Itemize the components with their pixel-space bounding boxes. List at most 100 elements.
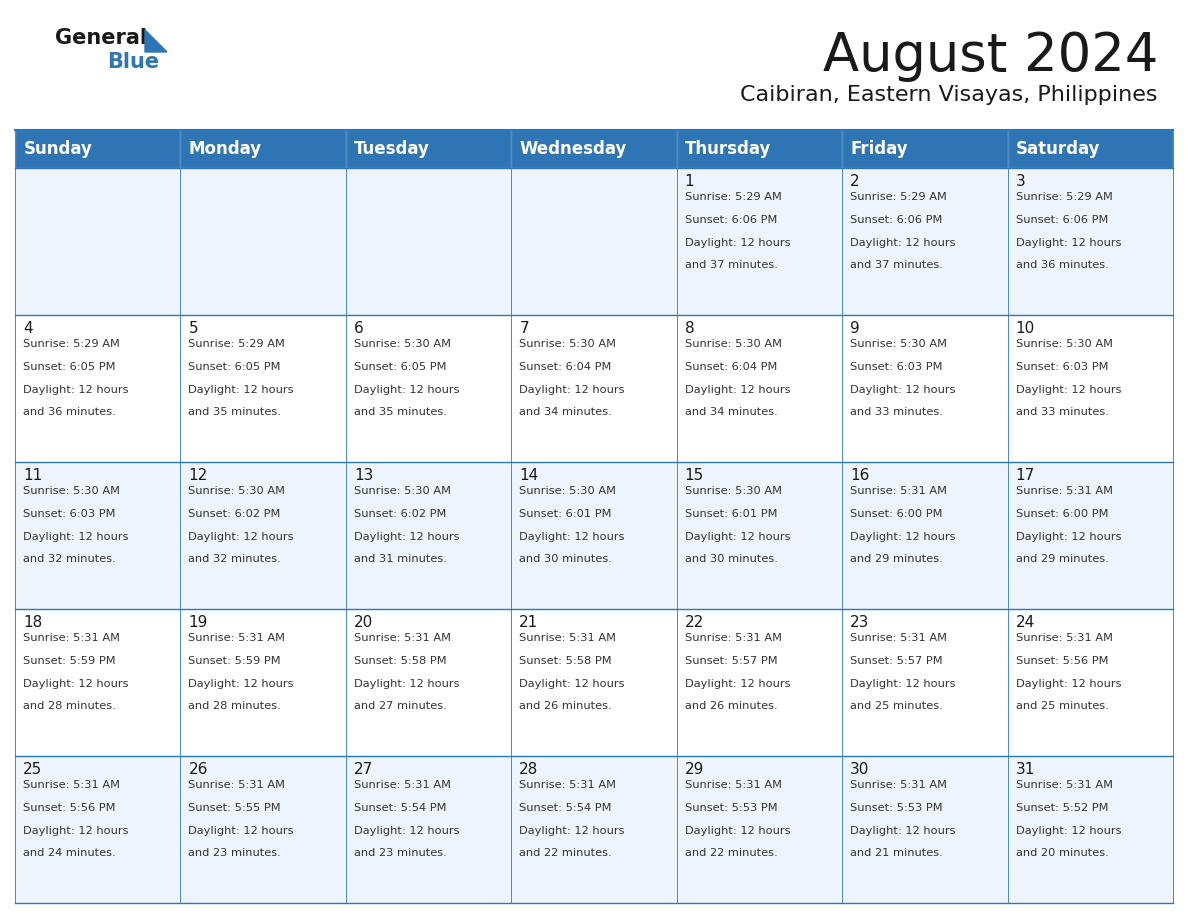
- Text: Thursday: Thursday: [685, 140, 771, 158]
- Text: Sunrise: 5:30 AM: Sunrise: 5:30 AM: [684, 339, 782, 349]
- Text: and 23 minutes.: and 23 minutes.: [189, 848, 282, 858]
- Text: Friday: Friday: [851, 140, 908, 158]
- Text: and 23 minutes.: and 23 minutes.: [354, 848, 447, 858]
- Bar: [1007, 462, 1173, 609]
- Text: and 26 minutes.: and 26 minutes.: [684, 701, 777, 711]
- Bar: [15, 756, 181, 903]
- Text: Daylight: 12 hours: Daylight: 12 hours: [684, 385, 790, 395]
- Text: 6: 6: [354, 321, 364, 336]
- Bar: [15, 609, 181, 756]
- Text: Sunrise: 5:31 AM: Sunrise: 5:31 AM: [684, 780, 782, 790]
- Text: 14: 14: [519, 468, 538, 483]
- Bar: [15, 168, 181, 315]
- Bar: [511, 462, 677, 609]
- Text: Daylight: 12 hours: Daylight: 12 hours: [684, 825, 790, 835]
- Text: and 22 minutes.: and 22 minutes.: [519, 848, 612, 858]
- Text: Daylight: 12 hours: Daylight: 12 hours: [519, 678, 625, 688]
- Text: Sunset: 5:59 PM: Sunset: 5:59 PM: [23, 655, 115, 666]
- Text: Daylight: 12 hours: Daylight: 12 hours: [1016, 238, 1121, 248]
- Text: 11: 11: [23, 468, 43, 483]
- Text: Sunrise: 5:30 AM: Sunrise: 5:30 AM: [354, 486, 451, 496]
- Text: 20: 20: [354, 615, 373, 630]
- Bar: [346, 315, 511, 462]
- Text: Wednesday: Wednesday: [519, 140, 627, 158]
- Text: Daylight: 12 hours: Daylight: 12 hours: [23, 825, 128, 835]
- Text: Sunrise: 5:31 AM: Sunrise: 5:31 AM: [23, 780, 120, 790]
- Bar: [15, 462, 181, 609]
- Bar: [842, 609, 1007, 756]
- Text: 16: 16: [851, 468, 870, 483]
- Text: and 37 minutes.: and 37 minutes.: [851, 261, 943, 271]
- Bar: [15, 315, 181, 462]
- Bar: [842, 130, 1007, 168]
- Text: and 25 minutes.: and 25 minutes.: [1016, 701, 1108, 711]
- Bar: [15, 130, 181, 168]
- Text: Daylight: 12 hours: Daylight: 12 hours: [23, 678, 128, 688]
- Text: 22: 22: [684, 615, 704, 630]
- Text: Daylight: 12 hours: Daylight: 12 hours: [851, 532, 955, 542]
- Bar: [346, 756, 511, 903]
- Text: and 31 minutes.: and 31 minutes.: [354, 554, 447, 565]
- Text: and 28 minutes.: and 28 minutes.: [189, 701, 282, 711]
- Polygon shape: [145, 30, 168, 52]
- Text: August 2024: August 2024: [822, 30, 1158, 82]
- Text: Sunrise: 5:29 AM: Sunrise: 5:29 AM: [851, 192, 947, 202]
- Text: Sunset: 5:54 PM: Sunset: 5:54 PM: [354, 802, 447, 812]
- Bar: [181, 609, 346, 756]
- Text: Daylight: 12 hours: Daylight: 12 hours: [1016, 825, 1121, 835]
- Text: Sunset: 5:59 PM: Sunset: 5:59 PM: [189, 655, 282, 666]
- Text: Sunset: 6:05 PM: Sunset: 6:05 PM: [23, 362, 115, 372]
- Text: Daylight: 12 hours: Daylight: 12 hours: [1016, 678, 1121, 688]
- Bar: [181, 315, 346, 462]
- Text: Sunrise: 5:30 AM: Sunrise: 5:30 AM: [519, 486, 617, 496]
- Text: 31: 31: [1016, 762, 1035, 777]
- Bar: [511, 130, 677, 168]
- Text: Daylight: 12 hours: Daylight: 12 hours: [519, 385, 625, 395]
- Bar: [1007, 130, 1173, 168]
- Text: Daylight: 12 hours: Daylight: 12 hours: [851, 678, 955, 688]
- Text: Sunrise: 5:30 AM: Sunrise: 5:30 AM: [684, 486, 782, 496]
- Text: and 22 minutes.: and 22 minutes.: [684, 848, 777, 858]
- Text: Sunrise: 5:30 AM: Sunrise: 5:30 AM: [189, 486, 285, 496]
- Text: Sunrise: 5:31 AM: Sunrise: 5:31 AM: [851, 633, 947, 643]
- Text: Sunrise: 5:31 AM: Sunrise: 5:31 AM: [519, 780, 617, 790]
- Text: Daylight: 12 hours: Daylight: 12 hours: [519, 825, 625, 835]
- Bar: [1007, 756, 1173, 903]
- Text: Sunrise: 5:31 AM: Sunrise: 5:31 AM: [189, 633, 285, 643]
- Text: and 34 minutes.: and 34 minutes.: [519, 408, 612, 418]
- Text: 3: 3: [1016, 174, 1025, 189]
- Text: and 35 minutes.: and 35 minutes.: [354, 408, 447, 418]
- Text: and 29 minutes.: and 29 minutes.: [1016, 554, 1108, 565]
- Text: Sunrise: 5:30 AM: Sunrise: 5:30 AM: [851, 339, 947, 349]
- Text: Daylight: 12 hours: Daylight: 12 hours: [354, 532, 460, 542]
- Text: Daylight: 12 hours: Daylight: 12 hours: [189, 385, 293, 395]
- Text: Sunset: 6:06 PM: Sunset: 6:06 PM: [684, 215, 777, 225]
- Text: and 35 minutes.: and 35 minutes.: [189, 408, 282, 418]
- Text: Sunset: 6:01 PM: Sunset: 6:01 PM: [684, 509, 777, 519]
- Text: Daylight: 12 hours: Daylight: 12 hours: [354, 825, 460, 835]
- Text: Saturday: Saturday: [1016, 140, 1100, 158]
- Text: Blue: Blue: [107, 52, 159, 72]
- Text: Sunset: 6:04 PM: Sunset: 6:04 PM: [684, 362, 777, 372]
- Text: 21: 21: [519, 615, 538, 630]
- Text: Daylight: 12 hours: Daylight: 12 hours: [354, 678, 460, 688]
- Text: 23: 23: [851, 615, 870, 630]
- Bar: [511, 315, 677, 462]
- Text: Sunrise: 5:29 AM: Sunrise: 5:29 AM: [23, 339, 120, 349]
- Text: Daylight: 12 hours: Daylight: 12 hours: [851, 238, 955, 248]
- Text: Sunrise: 5:30 AM: Sunrise: 5:30 AM: [354, 339, 451, 349]
- Text: General: General: [55, 28, 147, 48]
- Text: Sunday: Sunday: [24, 140, 93, 158]
- Text: and 34 minutes.: and 34 minutes.: [684, 408, 777, 418]
- Text: Sunset: 5:57 PM: Sunset: 5:57 PM: [684, 655, 777, 666]
- Bar: [181, 756, 346, 903]
- Bar: [346, 609, 511, 756]
- Text: Daylight: 12 hours: Daylight: 12 hours: [519, 532, 625, 542]
- Text: Sunset: 6:02 PM: Sunset: 6:02 PM: [189, 509, 280, 519]
- Text: and 33 minutes.: and 33 minutes.: [1016, 408, 1108, 418]
- Text: 7: 7: [519, 321, 529, 336]
- Text: Monday: Monday: [189, 140, 261, 158]
- Bar: [511, 609, 677, 756]
- Text: Sunrise: 5:31 AM: Sunrise: 5:31 AM: [354, 633, 451, 643]
- Text: Daylight: 12 hours: Daylight: 12 hours: [851, 825, 955, 835]
